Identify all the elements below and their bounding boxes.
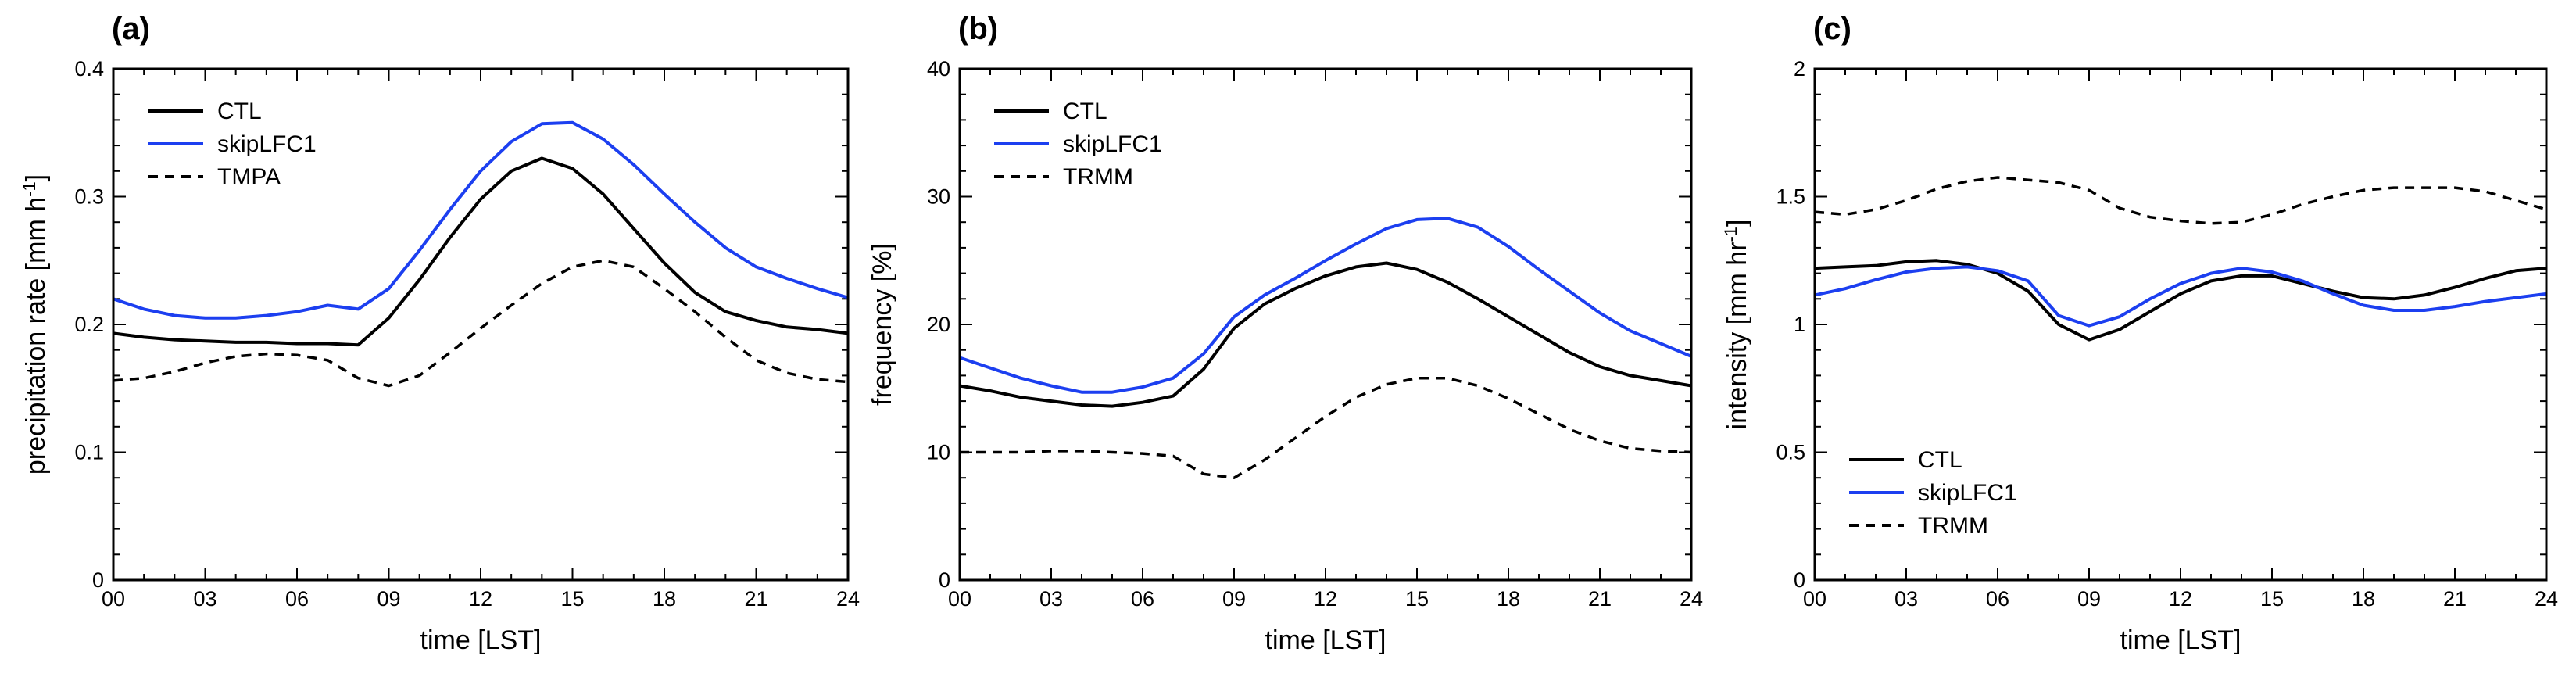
x-tick-label: 18 xyxy=(653,587,676,611)
x-tick-label: 03 xyxy=(193,587,216,611)
x-tick-label: 18 xyxy=(2352,587,2375,611)
y-tick-label: 20 xyxy=(927,313,950,336)
x-tick-label: 18 xyxy=(1497,587,1520,611)
panel-label: (a) xyxy=(112,12,150,46)
x-tick-label: 06 xyxy=(285,587,309,611)
legend-label: skipLFC1 xyxy=(1918,480,2017,506)
x-tick-label: 15 xyxy=(560,587,584,611)
y-tick-label: 10 xyxy=(927,441,950,464)
plot-frame xyxy=(958,67,1693,582)
y-tick-label: 0.3 xyxy=(74,185,104,209)
series-line-skiplfc1 xyxy=(1814,265,2547,328)
x-tick-label: 24 xyxy=(1680,587,1703,611)
x-tick-label: 09 xyxy=(1222,587,1246,611)
y-tick-label: 0.4 xyxy=(74,57,104,81)
y-tick-label: 0 xyxy=(939,568,950,592)
y-tick-label: 2 xyxy=(1794,57,1805,81)
y-axis-title-main: intensity [mm hr xyxy=(1723,242,1752,430)
x-tick-label: 09 xyxy=(2077,587,2101,611)
y-axis-title: precipitation rate [mm h-1] xyxy=(20,174,51,475)
x-tick-label: 06 xyxy=(1131,587,1154,611)
y-axis-title-main: frequency [%] xyxy=(868,243,897,406)
legend-label: skipLFC1 xyxy=(1063,131,1162,157)
y-tick-label: 30 xyxy=(927,185,950,209)
y-tick-label: 0.1 xyxy=(74,441,104,464)
x-tick-label: 15 xyxy=(1405,587,1429,611)
series-line-ctl xyxy=(959,261,1692,408)
x-tick-label: 00 xyxy=(102,587,125,611)
x-tick-label: 06 xyxy=(1986,587,2009,611)
y-axis-title-close: ] xyxy=(21,174,51,181)
x-axis-title: time [LST] xyxy=(420,625,542,655)
y-tick-label: 40 xyxy=(927,57,950,81)
panel-label: (b) xyxy=(958,12,998,46)
x-tick-label: 03 xyxy=(1894,587,1918,611)
x-tick-label: 21 xyxy=(744,587,767,611)
legend-label: CTL xyxy=(217,99,262,124)
chart-panel-1: (b) 00 03 06 09 12 15 18 21 24 0 10 20 30 40 time [LST]… xyxy=(868,12,1703,655)
y-axis-title-superscript: -1 xyxy=(1721,227,1741,242)
plot-frame xyxy=(1813,67,2548,582)
x-tick-label: 21 xyxy=(2443,587,2467,611)
series-line-skiplfc1 xyxy=(959,217,1692,394)
x-tick-label: 24 xyxy=(836,587,860,611)
y-tick-label: 0.2 xyxy=(74,313,104,336)
y-axis-title: intensity [mm hr-1] xyxy=(1721,220,1752,430)
y-tick-label: 0 xyxy=(1794,568,1805,592)
y-axis-title-close: ] xyxy=(1723,220,1752,227)
legend-label: CTL xyxy=(1918,447,1962,473)
y-tick-label: 0 xyxy=(92,568,104,592)
chart-panel-0: (a) 00 03 06 09 12 15 18 21 24 0 0.1 0.2 0.3 0.4 time [… xyxy=(20,12,860,655)
y-axis-title: frequency [%] xyxy=(868,243,897,406)
x-tick-label: 12 xyxy=(1314,587,1337,611)
legend: CTL skipLFC1 TMPA xyxy=(148,99,317,190)
y-tick-label: 1.5 xyxy=(1776,185,1805,209)
x-tick-label: 00 xyxy=(1803,587,1826,611)
x-tick-label: 15 xyxy=(2260,587,2284,611)
series-line-trmm xyxy=(960,376,1692,479)
legend-label: TRMM xyxy=(1063,164,1133,190)
series-line-ctl xyxy=(113,156,849,347)
x-tick-label: 24 xyxy=(2535,587,2558,611)
x-tick-label: 03 xyxy=(1039,587,1063,611)
series-line-trmm xyxy=(1814,176,2547,225)
x-tick-label: 12 xyxy=(2169,587,2192,611)
x-axis-title: time [LST] xyxy=(1265,625,1386,655)
series-line-ctl xyxy=(1814,259,2547,342)
chart-panel-2: (c) 00 03 06 09 12 15 18 21 24 0 0.5 1 1.5 2 time [LST]… xyxy=(1721,12,2558,655)
legend-label: TRMM xyxy=(1918,513,1988,539)
y-axis-title-superscript: -1 xyxy=(20,181,39,197)
legend-label: TMPA xyxy=(217,164,281,190)
x-axis-title: time [LST] xyxy=(2120,625,2241,655)
y-tick-label: 1 xyxy=(1794,313,1805,336)
legend-label: skipLFC1 xyxy=(217,131,317,157)
y-axis-title-main: precipitation rate [mm h xyxy=(21,197,51,475)
x-tick-label: 09 xyxy=(377,587,400,611)
series-line-tmpa xyxy=(113,259,849,388)
x-tick-label: 21 xyxy=(1588,587,1612,611)
x-tick-label: 12 xyxy=(469,587,492,611)
legend: CTL skipLFC1 TRMM xyxy=(994,99,1162,190)
panel-label: (c) xyxy=(1813,12,1852,46)
x-tick-label: 00 xyxy=(948,587,971,611)
series-line-skiplfc1 xyxy=(113,120,849,320)
plot-frame xyxy=(112,67,850,582)
y-tick-label: 0.5 xyxy=(1776,441,1805,464)
legend: CTL skipLFC1 TRMM xyxy=(1849,447,2017,539)
legend-label: CTL xyxy=(1063,99,1107,124)
